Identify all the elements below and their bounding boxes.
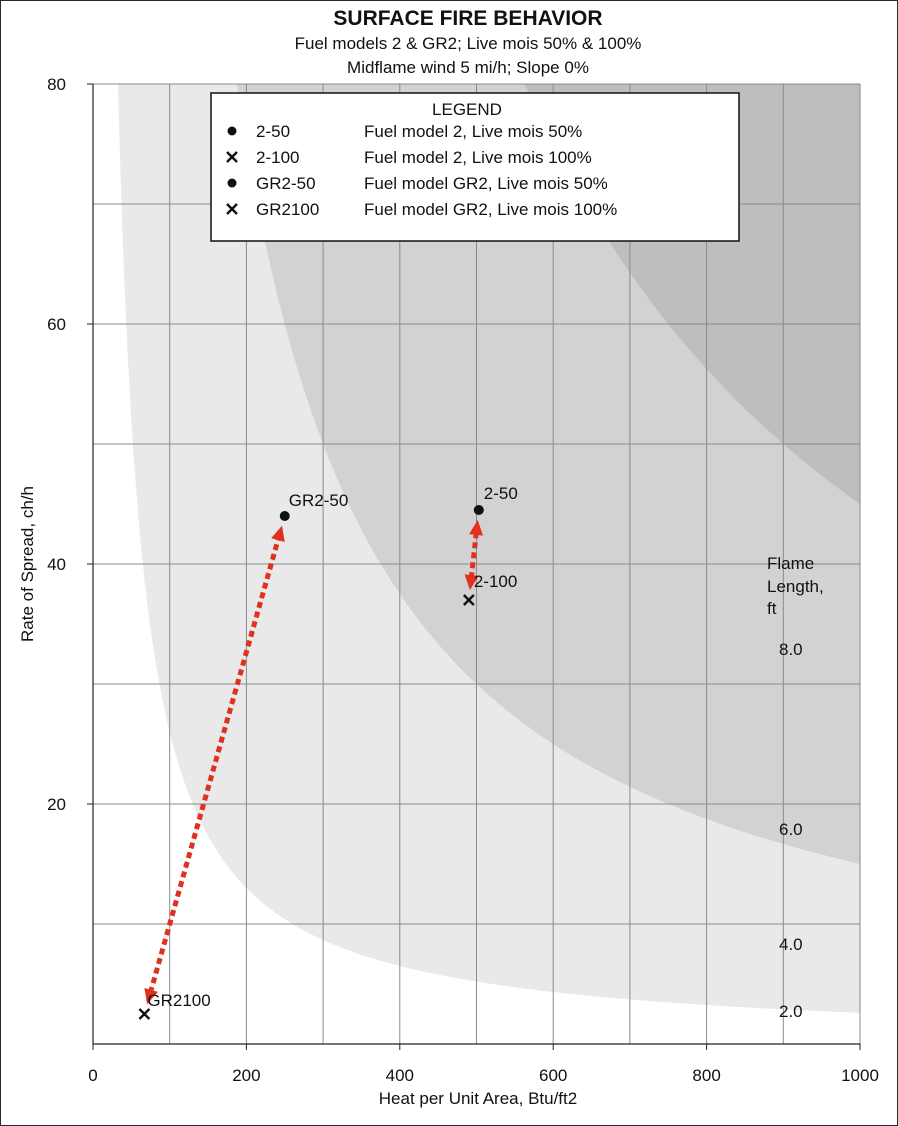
point-label-2-100: 2-100 (474, 572, 517, 591)
legend-code: 2-100 (256, 148, 299, 167)
y-axis-label: Rate of Spread, ch/h (18, 486, 37, 642)
flame-level-6: 6.0 (779, 820, 803, 839)
y-tick-label: 60 (47, 315, 66, 334)
x-tick-label: 400 (386, 1066, 414, 1085)
x-tick-label: 1000 (841, 1066, 879, 1085)
legend-description: Fuel model GR2, Live mois 50% (364, 174, 608, 193)
arrowhead-GR2-50 (271, 525, 285, 542)
x-tick-label: 200 (232, 1066, 260, 1085)
x-tick-label: 600 (539, 1066, 567, 1085)
legend-box (210, 92, 740, 242)
y-tick-label: 80 (47, 75, 66, 94)
gridlines (93, 83, 861, 1044)
x-axis-label: Heat per Unit Area, Btu/ft2 (379, 1089, 577, 1108)
flame-length-title-2: Length, (767, 577, 824, 596)
legend-description: Fuel model GR2, Live mois 100% (364, 200, 617, 219)
point-2-50 (473, 505, 484, 515)
x-tick-labels: 0 200 400 600 800 1000 (88, 1044, 879, 1085)
arrow-2-100-2-50 (468, 531, 479, 579)
legend-code: GR2-50 (256, 174, 316, 193)
legend: LEGEND 2-50 Fuel model 2, Live mois 50%2-… (210, 92, 740, 242)
x-tick-label: 800 (692, 1066, 720, 1085)
legend-marker-dot (227, 126, 237, 136)
legend-marker-x (226, 151, 238, 163)
change-arrows (144, 519, 484, 1005)
arrowhead-2-50 (469, 519, 484, 536)
legend-entries: 2-50 Fuel model 2, Live mois 50% 2-100 Fuel… (226, 122, 617, 219)
legend-code: 2-50 (256, 122, 290, 141)
flame-level-8: 8.0 (779, 640, 803, 659)
arrow-GR2100-GR2-50 (147, 536, 282, 994)
y-tick-label: 20 (47, 795, 66, 814)
point-GR2-50 (279, 511, 290, 521)
flame-level-4: 4.0 (779, 935, 803, 954)
legend-marker-dot (227, 178, 237, 188)
flame-length-key: Flame Length, ft 8.0 6.0 4.0 2.0 (767, 554, 824, 1021)
flame-level-2: 2.0 (779, 1002, 803, 1021)
chart-title: SURFACE FIRE BEHAVIOR (333, 7, 602, 30)
y-tick-labels: 20 40 60 80 (47, 75, 93, 814)
point-label-2-50: 2-50 (484, 484, 518, 503)
legend-description: Fuel model 2, Live mois 100% (364, 148, 592, 167)
data-points: 2-50 2-100 GR2-50 GR2100 (138, 484, 518, 1020)
point-GR2100 (138, 1008, 151, 1020)
chart-subtitle-line-2: Midflame wind 5 mi/h; Slope 0% (347, 58, 589, 77)
legend-code: GR2100 (256, 200, 319, 219)
flame-length-title-3: ft (767, 599, 777, 618)
legend-title: LEGEND (432, 100, 502, 119)
point-2-100 (462, 594, 475, 606)
arrowhead-2-100 (464, 574, 479, 591)
arrowhead-GR2100 (144, 988, 158, 1005)
y-tick-label: 40 (47, 555, 66, 574)
legend-description: Fuel model 2, Live mois 50% (364, 122, 582, 141)
chart-subtitle-line-1: Fuel models 2 & GR2; Live mois 50% & 100… (295, 34, 642, 53)
flame-length-title-1: Flame (767, 554, 814, 573)
point-label-GR2-50: GR2-50 (289, 491, 349, 510)
legend-marker-x (226, 203, 238, 215)
x-tick-label: 0 (88, 1066, 97, 1085)
point-label-GR2100: GR2100 (147, 991, 210, 1010)
